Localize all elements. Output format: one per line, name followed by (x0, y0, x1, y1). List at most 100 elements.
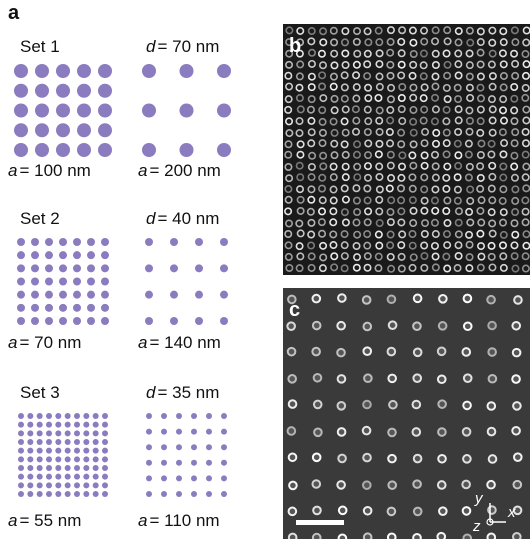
sem-particle (388, 508, 396, 516)
nanodisk (146, 491, 152, 497)
nanodisk (206, 460, 212, 466)
nanodisk (17, 251, 25, 259)
symbol: a (8, 511, 17, 530)
nanodisk (31, 264, 39, 272)
nanodisk (161, 444, 167, 450)
value: = 70 nm (19, 333, 81, 352)
nanodisk (146, 460, 152, 466)
nanodisk (98, 104, 112, 118)
symbol: d (146, 209, 156, 228)
nanodisk (102, 448, 108, 454)
nanodisk (31, 238, 39, 246)
nanodisk (101, 278, 109, 286)
nanodisk (74, 482, 80, 488)
nanodisk (93, 491, 99, 497)
nanodisk (74, 474, 80, 480)
sem-particle (464, 374, 472, 382)
nanodisk (142, 143, 156, 157)
nanodisk (27, 482, 33, 488)
nanodisk (77, 64, 91, 78)
nanodisk (102, 422, 108, 428)
nanodisk (180, 104, 194, 118)
panel-label: c (289, 299, 300, 321)
lattice-label: a= 100 nm (8, 161, 91, 180)
nanodisk (45, 304, 53, 312)
nanodisk (77, 104, 91, 118)
figure: a b c y x z Set 1d= 70 nma= 100 nma= 200… (0, 0, 530, 539)
nanodisk (27, 413, 33, 419)
nanodisk (27, 422, 33, 428)
nanodisk (74, 439, 80, 445)
sem-particle (437, 533, 445, 539)
nanodisk (73, 278, 81, 286)
sem-particle (439, 322, 447, 330)
nanodisk (83, 491, 89, 497)
nanodisk (18, 422, 24, 428)
value: = 40 nm (157, 209, 219, 228)
nanodisk (59, 291, 67, 299)
nanodisk (176, 475, 182, 481)
nanodisk (27, 448, 33, 454)
nanodisk (65, 474, 71, 480)
nanodisk (46, 422, 52, 428)
nanodisk (87, 264, 95, 272)
nanodisk (74, 456, 80, 462)
nanodisk (46, 465, 52, 471)
symbol: a (8, 161, 17, 180)
nanodisk (102, 465, 108, 471)
nanodisk (146, 429, 152, 435)
nanodisk (59, 264, 67, 272)
nanodisk (83, 474, 89, 480)
sem-particle (289, 400, 297, 408)
sem-particle (314, 401, 322, 409)
nanodisk (45, 278, 53, 286)
sem-particle (413, 401, 421, 409)
sem-particle (288, 348, 296, 356)
axis-label: x (507, 504, 516, 521)
sem-particle (337, 322, 345, 330)
nanodisk (35, 123, 49, 137)
nanodisk (101, 291, 109, 299)
nanodisk (55, 430, 61, 436)
lattice-label: d= 70 nm (146, 37, 219, 56)
nanodisk (101, 238, 109, 246)
sem-particle (487, 481, 495, 489)
nanodisk (77, 84, 91, 98)
symbol: a (8, 333, 17, 352)
nanodisk (87, 291, 95, 299)
sem-particle (339, 535, 347, 539)
symbol: a (138, 161, 147, 180)
sem-particle (439, 295, 447, 303)
sem-particle (487, 296, 495, 304)
sem-particle (464, 322, 472, 330)
sem-particle (313, 534, 321, 539)
sem-particle (513, 402, 521, 410)
symbol: a (138, 333, 147, 352)
nanodisk (17, 264, 25, 272)
sem-particle (463, 402, 471, 410)
nanodisk (59, 317, 67, 325)
nanodisk (55, 422, 61, 428)
nanodisk (56, 84, 70, 98)
nanodisk (206, 475, 212, 481)
sem-particle (313, 295, 321, 303)
nanodisk (45, 251, 53, 259)
lattice-label: d= 40 nm (146, 209, 219, 228)
value: = 140 nm (149, 333, 220, 352)
nanodisk (191, 460, 197, 466)
sem-particle (438, 375, 446, 383)
sem-particle (488, 322, 496, 330)
nanodisk (220, 238, 228, 246)
nanodisk (56, 64, 70, 78)
nanodisk (176, 491, 182, 497)
nanodisk (37, 413, 43, 419)
nanodisk (46, 474, 52, 480)
nanodisk (65, 465, 71, 471)
nanodisk (83, 413, 89, 419)
nanodisk (18, 456, 24, 462)
sem-particle (489, 375, 497, 383)
nanodisk (161, 491, 167, 497)
nanodisk (56, 143, 70, 157)
nanodisk (83, 430, 89, 436)
sem-particle (463, 534, 471, 539)
